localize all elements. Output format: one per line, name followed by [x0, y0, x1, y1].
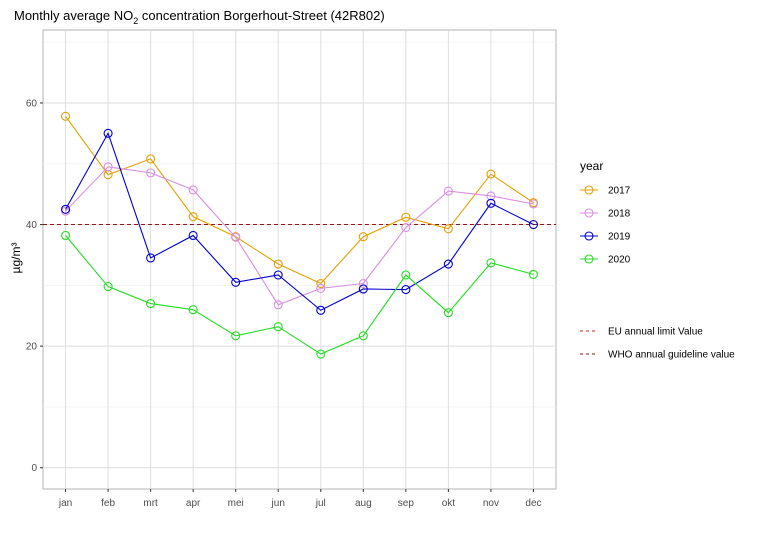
- point-2019-feb: [103, 128, 113, 138]
- point-2019-jan: [60, 204, 71, 214]
- x-tick-label-mei: mei: [228, 498, 244, 509]
- y-tick-label-40: 40: [26, 220, 38, 231]
- x-tick-label-apr: apr: [186, 498, 201, 509]
- point-2020-sep: [401, 270, 411, 280]
- y-tick-label-60: 60: [26, 98, 38, 109]
- point-2018-mei: [231, 232, 241, 242]
- point-2017-mrt: [146, 154, 156, 164]
- chart-title: Monthly average NO2 concentration Borger…: [14, 8, 385, 26]
- legend-key-point-2018: [584, 208, 594, 218]
- axis-ticks: 0 20 40 60 jan feb mrt apr mei jun jul aug sep okt nov…: [26, 98, 542, 509]
- point-2018-nov: [486, 191, 496, 201]
- series-line-2020: [65, 235, 534, 355]
- point-2019-mei: [231, 277, 241, 287]
- point-2017-sep: [401, 212, 411, 222]
- legend-label-2019: 2019: [608, 232, 631, 243]
- point-2017-jun: [273, 259, 283, 269]
- point-2020-apr: [188, 305, 198, 315]
- point-2020-nov: [486, 258, 496, 268]
- x-tick-label-aug: aug: [355, 498, 372, 509]
- point-2019-apr: [188, 230, 198, 241]
- legend-ref-label-0: EU annual limit Value: [608, 327, 703, 338]
- legend-key-point-2020: [584, 254, 594, 264]
- x-tick-label-sep: sep: [398, 498, 415, 509]
- point-2017-apr: [188, 212, 198, 222]
- series-line-2018: [65, 166, 534, 306]
- point-2018-feb: [103, 162, 113, 172]
- point-2020-dec: [528, 269, 539, 279]
- legend-key-point-2019: [584, 231, 594, 241]
- legend-reference: EU annual limit Value WHO annual guidelin…: [580, 327, 735, 361]
- legend-year: year 2017 2018 2019 2020: [580, 159, 631, 266]
- series-line-2019: [65, 132, 534, 311]
- grid-lines: [43, 30, 556, 489]
- point-2019-mrt: [146, 253, 156, 263]
- x-tick-label-dec: dec: [525, 498, 541, 509]
- legend-label-2018: 2018: [608, 209, 631, 220]
- point-2019-aug: [358, 284, 368, 294]
- point-2018-aug: [358, 278, 368, 289]
- point-2018-sep: [401, 223, 411, 233]
- point-2019-jun: [273, 270, 283, 280]
- legend-title: year: [580, 159, 603, 173]
- point-2017-jul: [316, 278, 326, 289]
- x-tick-label-feb: feb: [101, 498, 115, 509]
- x-tick-label-mrt: mrt: [143, 498, 158, 509]
- point-2020-feb: [103, 282, 113, 292]
- y-tick-label-20: 20: [26, 342, 38, 353]
- point-2018-mrt: [146, 168, 156, 178]
- x-tick-label-jan: jan: [58, 498, 72, 509]
- point-2020-jul: [316, 349, 326, 359]
- series-line-2017: [65, 116, 534, 285]
- point-2020-jan: [60, 230, 71, 241]
- point-2018-okt: [443, 186, 453, 196]
- legend-label-2020: 2020: [608, 255, 631, 266]
- point-2019-okt: [443, 259, 453, 269]
- point-2018-dec: [528, 199, 539, 209]
- x-tick-label-jul: jul: [315, 498, 326, 509]
- point-2020-aug: [358, 331, 368, 341]
- point-2017-okt: [443, 224, 453, 234]
- x-tick-label-jun: jun: [271, 498, 285, 509]
- point-2017-jan: [60, 111, 71, 121]
- point-2019-nov: [486, 198, 496, 208]
- point-2020-jun: [273, 322, 283, 332]
- point-2018-jun: [273, 300, 283, 310]
- point-2018-jul: [316, 283, 326, 293]
- y-axis-title: µg/m³: [9, 243, 23, 274]
- plot-panel: [42, 29, 557, 490]
- x-tick-label-okt: okt: [442, 498, 456, 509]
- point-2017-nov: [486, 169, 496, 179]
- x-tick-label-nov: nov: [483, 498, 499, 509]
- point-2019-jul: [316, 305, 326, 315]
- point-2019-sep: [401, 285, 411, 295]
- y-tick-label-0: 0: [31, 463, 37, 474]
- point-2017-aug: [358, 232, 368, 242]
- series-lines: [60, 111, 539, 359]
- legend-key-point-2017: [584, 185, 594, 195]
- point-2019-dec: [528, 219, 539, 230]
- point-2018-apr: [188, 185, 198, 195]
- point-2020-okt: [443, 308, 453, 318]
- point-2020-mei: [231, 331, 241, 341]
- point-2020-mrt: [146, 299, 156, 309]
- legend-ref-label-1: WHO annual guideline value: [608, 350, 735, 361]
- legend-label-2017: 2017: [608, 186, 631, 197]
